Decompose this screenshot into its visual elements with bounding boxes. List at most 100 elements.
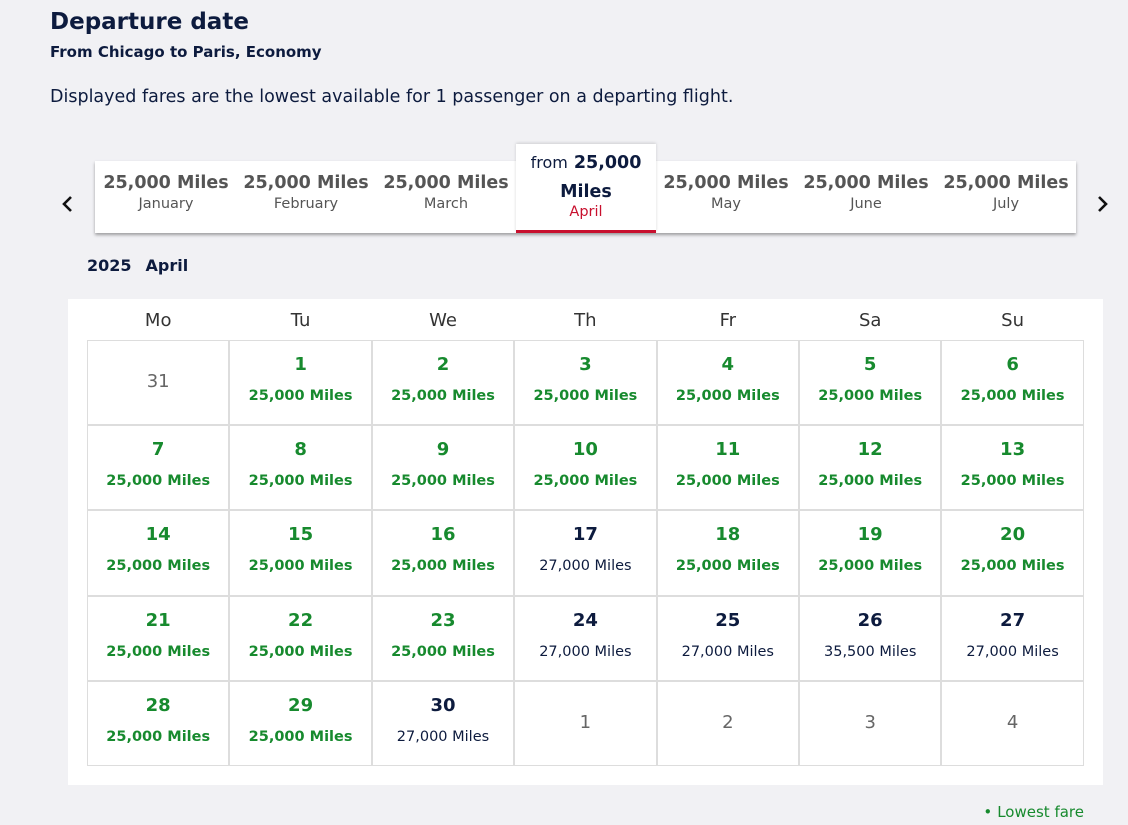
weekday: Tu [290,310,311,331]
day-fare: 25,000 Miles [960,473,1065,490]
month-name: July [992,196,1020,212]
month-fare: 25,000 Miles [376,173,516,193]
day-cell[interactable]: 19 25,000 Miles [799,510,942,596]
day-cell[interactable]: 11 25,000 Miles [656,425,799,511]
month-tab[interactable]: 25,000 Miles May [656,161,796,212]
day-fare: 27,000 Miles [539,558,632,575]
day-number: 7 [151,439,165,461]
day-cell[interactable]: 26 35,500 Miles [799,595,942,681]
day-number: 16 [430,524,456,546]
day-cell[interactable]: 3 25,000 Miles [514,340,657,426]
weekday: Th [574,310,597,331]
year-month: 2025 April [87,256,188,275]
day-cell[interactable]: 21 25,000 Miles [87,595,230,681]
day-cell[interactable]: 1 25,000 Miles [229,340,372,426]
subtitle: From Chicago to Paris, Economy [50,43,322,61]
day-cell[interactable]: 23 25,000 Miles [371,595,515,681]
month: April [145,256,189,275]
day-cell[interactable]: 10 25,000 Miles [514,425,657,511]
month-tab[interactable]: 25,000 Miles July [936,161,1076,212]
day-cell[interactable]: 22 25,000 Miles [229,595,372,681]
day-fare: 25,000 Miles [960,388,1065,404]
day-number: 22 [288,609,314,631]
day-fare: 25,000 Miles [391,643,495,660]
month-tab[interactable]: 25,000 Miles February [236,161,376,212]
day-cell[interactable]: 28 25,000 Miles [87,680,230,766]
day-cell[interactable]: 12 25,000 Miles [799,425,942,511]
day-cell[interactable]: 14 25,000 Miles [87,510,230,596]
day-cell[interactable]: 13 25,000 Miles [941,425,1084,511]
month-name: February [273,196,339,212]
day-fare: 25,000 Miles [248,728,353,745]
day-number: 3 [864,711,876,733]
day-cell[interactable]: 20 25,000 Miles [941,510,1084,596]
day-number: 8 [294,439,307,461]
legend: Lowest fare [983,803,1084,821]
day-fare: 25,000 Miles [248,473,353,490]
day-fare: 27,000 Miles [539,643,632,660]
month-fare: 25,000 Miles [236,173,376,193]
day-cell[interactable]: 8 25,000 Miles [229,425,372,511]
day-cell: 1 [514,680,657,766]
weekday: Su [1001,310,1024,331]
day-cell[interactable]: 30 27,000 Miles [371,680,515,766]
next-arrow[interactable] [1088,190,1116,218]
day-cell[interactable]: 29 25,000 Miles [229,680,372,766]
day-cell[interactable]: 5 25,000 Miles [799,340,942,426]
day-cell[interactable]: 6 25,000 Miles [941,340,1084,426]
day-number: 21 [145,609,171,631]
day-number: 9 [436,439,450,461]
day-cell[interactable]: 24 27,000 Miles [514,595,657,681]
day-cell[interactable]: 4 25,000 Miles [656,340,799,426]
day-fare: 25,000 Miles [675,473,780,490]
day-number: 1 [294,354,307,375]
day-number: 31 [146,371,170,392]
day-cell[interactable]: 17 27,000 Miles [514,510,657,596]
day-fare: 25,000 Miles [675,558,780,575]
month-tab[interactable]: 25,000 Miles January [96,161,236,212]
day-number: 20 [1000,524,1026,546]
day-fare: 25,000 Miles [818,473,923,490]
day-fare: 25,000 Miles [248,558,353,575]
month-tab[interactable]: 25,000 Miles March [376,161,516,212]
day-fare: 25,000 Miles [391,473,495,490]
day-number: 2 [436,354,450,375]
month-name: March [423,196,469,212]
day-number: 14 [145,524,171,546]
prev-arrow[interactable] [54,190,82,218]
day-cell[interactable]: 7 25,000 Miles [87,425,230,511]
day-number: 23 [430,609,456,631]
year: 2025 [87,256,132,275]
day-fare: 25,000 Miles [533,473,638,490]
month-tab[interactable]: 25,000 Miles June [796,161,936,212]
day-cell[interactable]: 2 25,000 Miles [371,340,515,426]
fare-value: 25,000 Miles [560,153,642,202]
month-fare: 25,000 Miles [656,173,796,193]
day-fare: 35,500 Miles [824,643,917,660]
day-number: 19 [857,524,883,546]
fare-prefix: from [530,153,568,172]
month-tab[interactable]: from 25,000 Miles April [516,144,656,233]
day-cell[interactable]: 27 27,000 Miles [941,595,1084,681]
day-fare: 25,000 Miles [106,473,211,490]
day-cell[interactable]: 18 25,000 Miles [656,510,799,596]
month-fare: 25,000 Miles [936,173,1076,193]
month-name: January [138,196,194,212]
day-cell[interactable]: 15 25,000 Miles [229,510,372,596]
weekday: Mo [144,310,172,331]
day-cell[interactable]: 16 25,000 Miles [371,510,515,596]
day-cell[interactable]: 9 25,000 Miles [371,425,515,511]
day-fare: 25,000 Miles [675,388,780,404]
day-fare: 27,000 Miles [681,643,774,660]
day-fare: 25,000 Miles [391,388,495,404]
day-fare: 25,000 Miles [248,643,353,660]
day-number: 24 [572,609,598,631]
day-number: 15 [288,524,314,546]
title: Departure date [50,9,249,35]
day-fare: 25,000 Miles [106,643,211,660]
day-number: 29 [288,694,314,716]
month-name: April [569,204,603,220]
day-cell[interactable]: 25 27,000 Miles [656,595,799,681]
